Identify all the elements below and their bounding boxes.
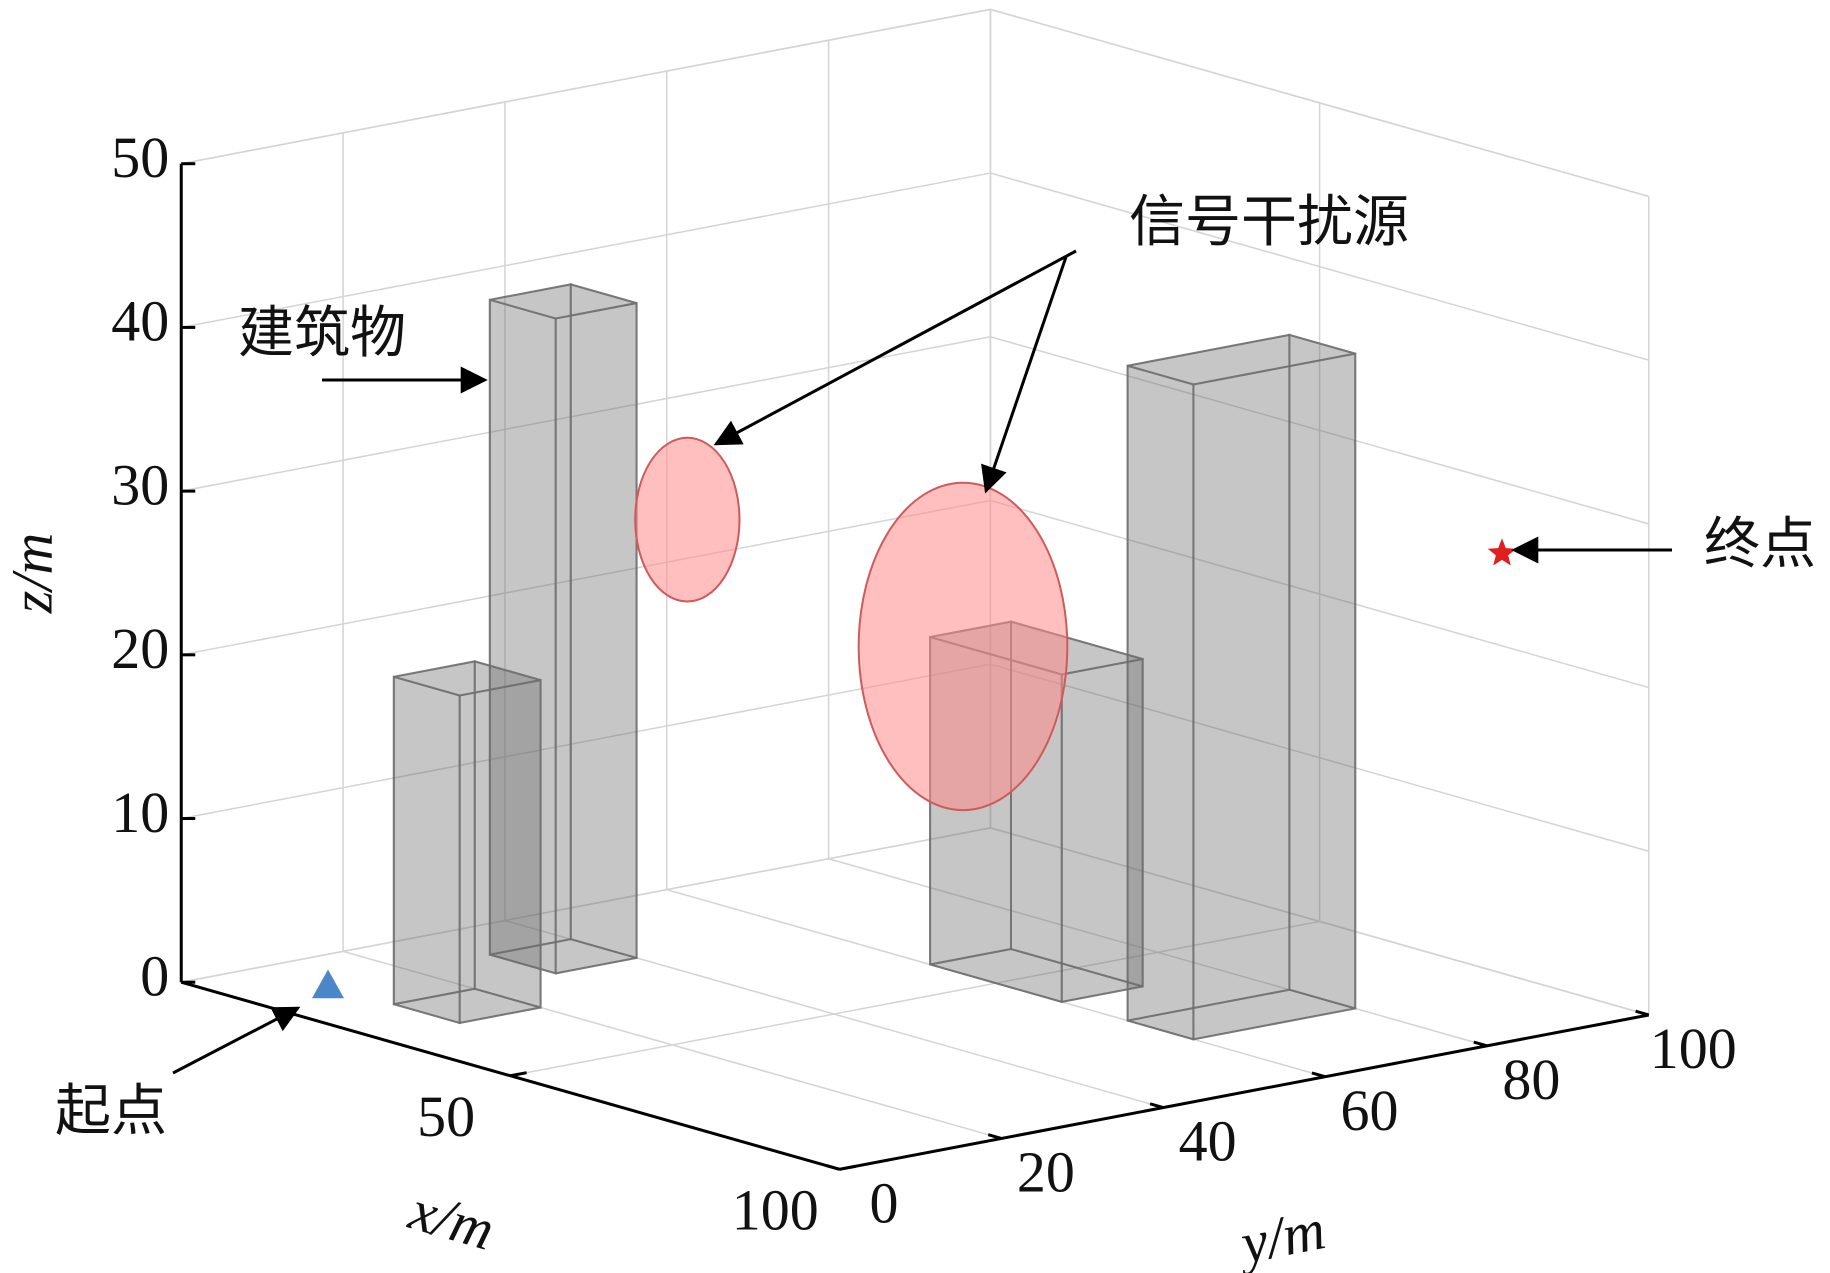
z-tick-label: 50 [111, 125, 169, 190]
z-tick-label: 40 [111, 289, 169, 354]
grid-line [181, 172, 991, 329]
building [488, 283, 638, 975]
building-face [489, 283, 637, 320]
y-axis [839, 1013, 1650, 1171]
z-axis-label: z/m [0, 533, 64, 615]
arrow [172, 1006, 301, 1075]
building-face [458, 678, 542, 1025]
y-tick-label: 100 [1650, 1016, 1737, 1081]
x-axis-label: x/m [402, 1177, 501, 1263]
tick-mark [987, 1133, 1002, 1140]
x-tick-label: 50 [417, 1084, 475, 1149]
building-face [393, 660, 541, 697]
tick-mark [1635, 1009, 1650, 1017]
annotation: 信号干扰源 [1129, 192, 1409, 254]
annotation: 建筑物 [238, 303, 406, 365]
grid-line [181, 499, 991, 656]
start-point [311, 969, 344, 999]
arrow [981, 256, 1068, 494]
tick-mark [826, 1164, 840, 1171]
end-point [1487, 538, 1517, 566]
z-tick-label: 30 [111, 452, 169, 517]
grid-line [181, 8, 991, 165]
building [392, 660, 542, 1025]
annotation: 终点 [1704, 514, 1816, 576]
z-tick-label: 10 [111, 780, 169, 845]
interference-source [857, 481, 1069, 812]
z-tick-label: 20 [111, 616, 169, 681]
arrow [713, 249, 1077, 446]
interference-source [634, 436, 741, 603]
building-face [1127, 333, 1356, 386]
y-tick-label: 80 [1502, 1047, 1560, 1112]
grid-line [181, 336, 991, 492]
y-tick-label: 20 [1017, 1140, 1075, 1205]
y-tick-label: 0 [870, 1170, 899, 1235]
building-face [554, 301, 638, 975]
annotation: 起点 [55, 1081, 167, 1143]
tick-mark [1149, 1102, 1164, 1110]
y-tick-label: 60 [1341, 1078, 1399, 1143]
y-tick-label: 40 [1179, 1109, 1237, 1174]
grid-line [181, 827, 991, 983]
building-face [1126, 364, 1195, 1041]
grid-line [181, 663, 991, 820]
x-tick-label: 100 [732, 1177, 819, 1242]
scene: 0 10 20 30 40 50 50 100 0 20 40 60 80 100 x/m y/m z/m [0, 8, 1737, 1273]
tick-mark [510, 1071, 527, 1078]
y-axis-label: y/m [1231, 1196, 1331, 1273]
z-tick-label: 0 [140, 944, 169, 1009]
tick-mark [839, 1164, 857, 1171]
tick-mark [1473, 1040, 1488, 1048]
building-face [392, 675, 461, 1025]
building-face [1192, 352, 1357, 1041]
tick-mark [1311, 1071, 1326, 1079]
grid-line [510, 920, 1320, 1077]
building [1126, 333, 1357, 1041]
